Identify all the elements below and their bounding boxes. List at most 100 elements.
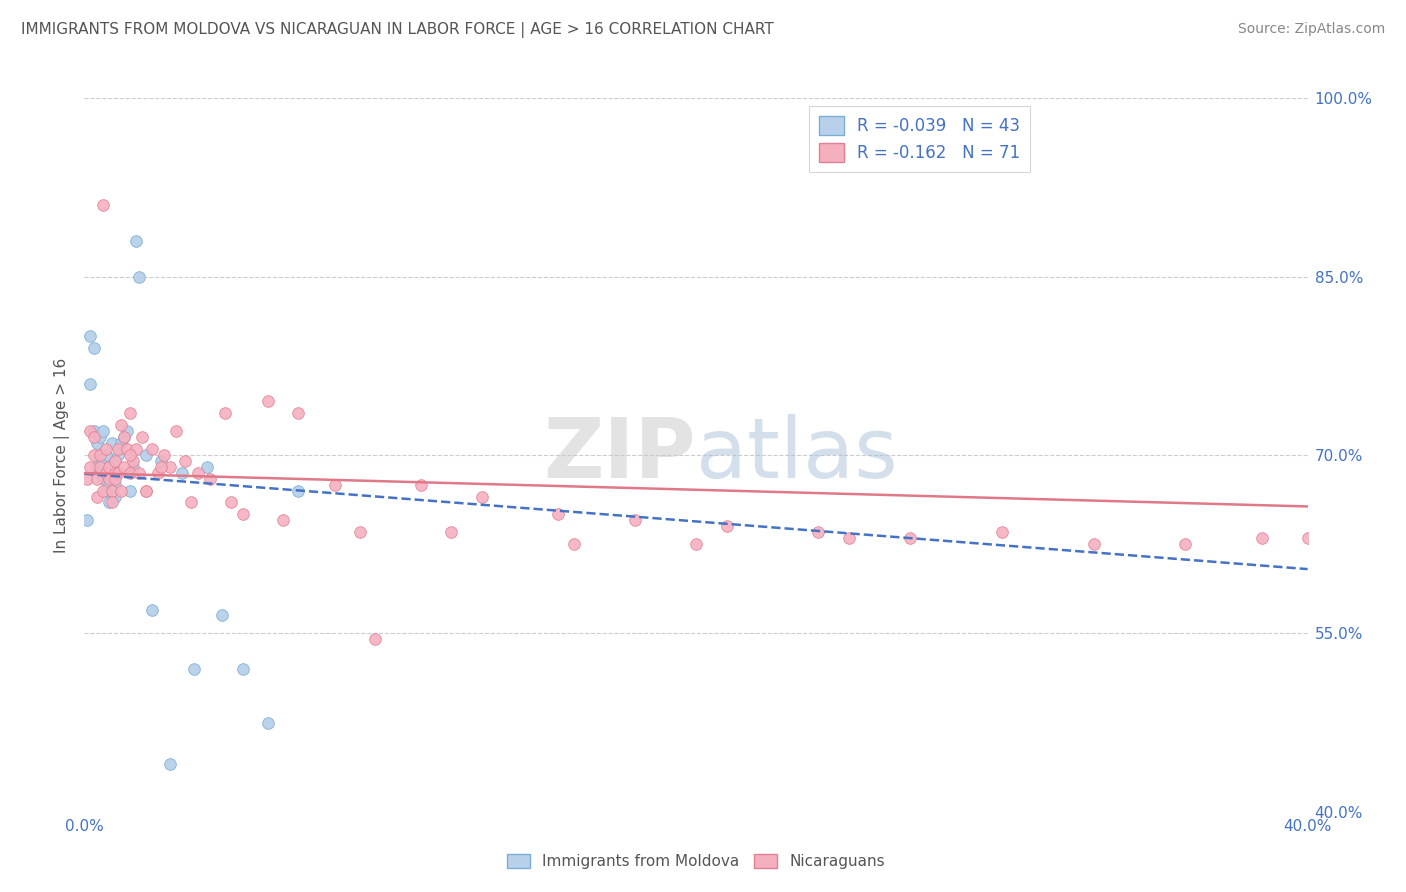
Point (79, 459, 101, 474)
Point (104, 477, 127, 491)
Point (89, 448, 111, 462)
Point (838, 531, 860, 545)
Point (101, 483, 124, 498)
Point (89, 466, 111, 480)
Point (135, 483, 157, 498)
Point (214, 406, 236, 420)
Point (125, 442, 148, 456)
Text: ZIP: ZIP (544, 415, 696, 495)
Point (271, 513, 294, 527)
Point (409, 477, 432, 491)
Point (83, 430, 105, 444)
Point (110, 483, 132, 498)
Point (120, 466, 142, 480)
Point (79, 376, 101, 391)
Point (104, 454, 127, 468)
Point (97, 459, 120, 474)
Point (125, 234, 148, 248)
Point (115, 442, 138, 456)
Point (716, 519, 738, 533)
Point (101, 472, 124, 486)
Point (107, 448, 129, 462)
Point (1296, 531, 1319, 545)
Point (97, 472, 120, 486)
Point (287, 483, 309, 498)
Point (91, 454, 114, 468)
Point (174, 454, 197, 468)
Point (146, 466, 169, 480)
Point (898, 531, 921, 545)
Point (104, 490, 127, 504)
Point (562, 537, 585, 551)
Point (76, 472, 98, 486)
Point (79, 329, 101, 343)
Point (110, 436, 132, 450)
Point (83, 341, 105, 355)
Point (159, 757, 181, 772)
Point (104, 454, 127, 468)
Legend: Immigrants from Moldova, Nicaraguans: Immigrants from Moldova, Nicaraguans (501, 848, 891, 875)
Point (101, 436, 124, 450)
Point (89, 430, 111, 444)
Point (349, 525, 371, 540)
Point (257, 394, 280, 409)
Point (110, 418, 132, 433)
Point (86, 490, 108, 504)
Point (135, 483, 157, 498)
Point (89, 448, 111, 462)
Point (91, 424, 114, 438)
Point (364, 632, 387, 647)
Point (86, 472, 108, 486)
Point (107, 466, 129, 480)
Point (94, 483, 117, 498)
Point (180, 495, 202, 509)
Point (471, 490, 494, 504)
Text: atlas: atlas (696, 415, 897, 495)
Point (79, 424, 101, 438)
Point (219, 495, 242, 509)
Point (97, 495, 120, 509)
Point (122, 459, 145, 474)
Point (104, 466, 127, 480)
Point (112, 430, 135, 444)
Point (149, 454, 172, 468)
Point (1083, 537, 1105, 551)
Point (107, 442, 129, 456)
Point (149, 459, 172, 474)
Point (1174, 537, 1197, 551)
Point (440, 525, 463, 540)
Point (120, 406, 142, 420)
Point (128, 466, 150, 480)
Point (91, 472, 114, 486)
Point (165, 424, 187, 438)
Point (807, 525, 830, 540)
Point (94, 442, 117, 456)
Point (112, 459, 135, 474)
Point (141, 442, 163, 456)
Point (153, 448, 176, 462)
Point (135, 448, 157, 462)
Point (83, 448, 105, 462)
Point (97, 477, 120, 491)
Point (120, 448, 142, 462)
Point (257, 715, 280, 730)
Point (287, 406, 309, 420)
Point (86, 436, 108, 450)
Point (104, 472, 127, 486)
Point (91, 483, 114, 498)
Point (101, 459, 124, 474)
Y-axis label: In Labor Force | Age > 16: In Labor Force | Age > 16 (55, 358, 70, 552)
Point (101, 495, 124, 509)
Point (83, 424, 105, 438)
Point (195, 459, 218, 474)
Point (115, 424, 138, 438)
Point (94, 448, 117, 462)
Point (172, 466, 194, 480)
Point (323, 477, 346, 491)
Point (624, 513, 647, 527)
Point (94, 466, 117, 480)
Point (91, 198, 114, 212)
Point (198, 472, 221, 486)
Text: IMMIGRANTS FROM MOLDOVA VS NICARAGUAN IN LABOR FORCE | AGE > 16 CORRELATION CHAR: IMMIGRANTS FROM MOLDOVA VS NICARAGUAN IN… (21, 22, 773, 38)
Point (547, 508, 569, 522)
